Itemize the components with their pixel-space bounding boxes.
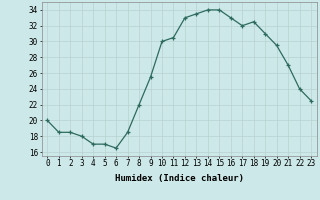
X-axis label: Humidex (Indice chaleur): Humidex (Indice chaleur): [115, 174, 244, 183]
